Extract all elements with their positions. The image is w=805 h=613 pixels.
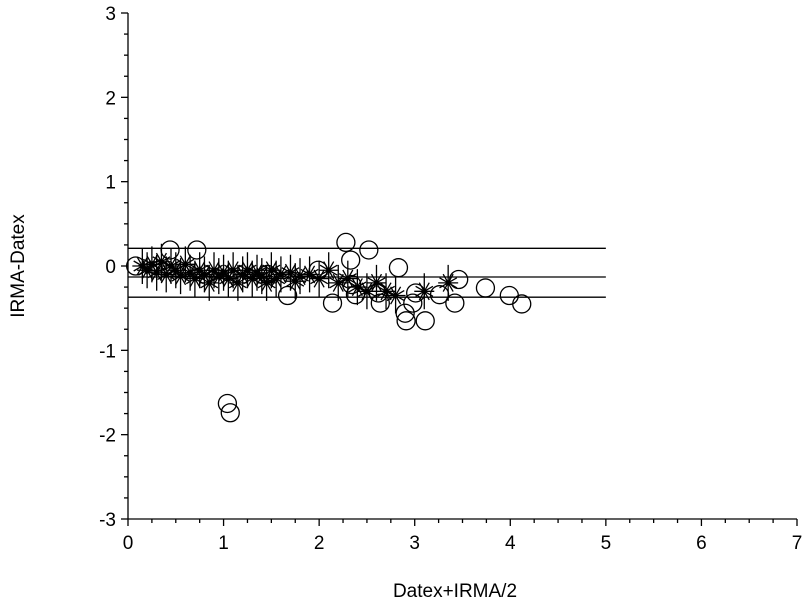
x-tick-label: 0	[123, 533, 134, 554]
sunflower-point	[285, 263, 306, 300]
sunflower-point	[337, 260, 358, 297]
sunflower-point	[223, 252, 244, 289]
point	[388, 258, 409, 278]
y-tick-label: 3	[105, 4, 116, 25]
y-axis-label: IRMA-Datex	[8, 214, 29, 318]
sunflower-point	[151, 243, 172, 280]
sunflower-point	[161, 248, 182, 284]
sunflower-point	[132, 248, 153, 284]
sunflower-point	[290, 258, 311, 295]
point	[220, 403, 240, 423]
point	[187, 240, 207, 260]
point	[336, 232, 356, 253]
point	[359, 240, 379, 260]
sunflower-point	[213, 254, 234, 291]
sunflower-point	[347, 269, 368, 306]
sunflower-point	[270, 256, 291, 293]
sunflower-point	[366, 264, 387, 301]
point	[396, 311, 416, 331]
point	[403, 293, 423, 313]
sunflower-point	[242, 260, 263, 297]
sunflower-point	[256, 264, 277, 301]
sunflower-point	[251, 258, 272, 295]
y-tick-label: -2	[99, 426, 116, 447]
sunflower-point	[199, 264, 220, 301]
sunflower-point	[189, 252, 210, 289]
point	[499, 285, 519, 306]
sunflower-point	[232, 256, 253, 293]
sunflower-point	[146, 254, 167, 291]
sunflower-point	[376, 273, 397, 310]
sunflower-point	[165, 252, 186, 289]
x-tick-label: 1	[218, 533, 229, 554]
sunflower-point	[356, 273, 377, 310]
sunflower-point	[385, 277, 406, 314]
sunflower-point	[266, 260, 287, 297]
sunflower-point	[328, 264, 349, 301]
sunflower-point	[299, 256, 320, 293]
x-tick-label: 5	[601, 533, 612, 554]
sunflower-point	[204, 252, 225, 289]
x-tick-label: 6	[696, 533, 707, 554]
y-tick-label: 2	[105, 88, 116, 109]
point	[445, 293, 465, 313]
x-tick-label: 7	[792, 533, 803, 554]
sunflower-point	[137, 252, 158, 289]
point	[415, 311, 435, 331]
point	[322, 293, 343, 313]
point	[475, 278, 496, 298]
y-tick-label: 0	[105, 257, 116, 278]
x-tick-label: 2	[314, 533, 325, 554]
point	[217, 393, 238, 414]
x-axis-label: Datex+IRMA/2	[393, 581, 517, 602]
sunflower-point	[309, 260, 330, 297]
point	[341, 250, 361, 270]
y-tick-label: -3	[99, 510, 116, 531]
point	[277, 285, 298, 306]
point	[512, 294, 532, 314]
sunflower-point	[438, 264, 459, 301]
x-tick-label: 3	[409, 533, 420, 554]
sunflower-point	[180, 254, 201, 291]
y-tick-label: 1	[105, 173, 116, 194]
sunflower-point	[414, 273, 435, 310]
y-tick-label: -1	[99, 341, 116, 362]
sunflower-point	[318, 252, 339, 289]
x-tick-label: 4	[505, 533, 516, 554]
sunflower-point	[170, 258, 191, 295]
